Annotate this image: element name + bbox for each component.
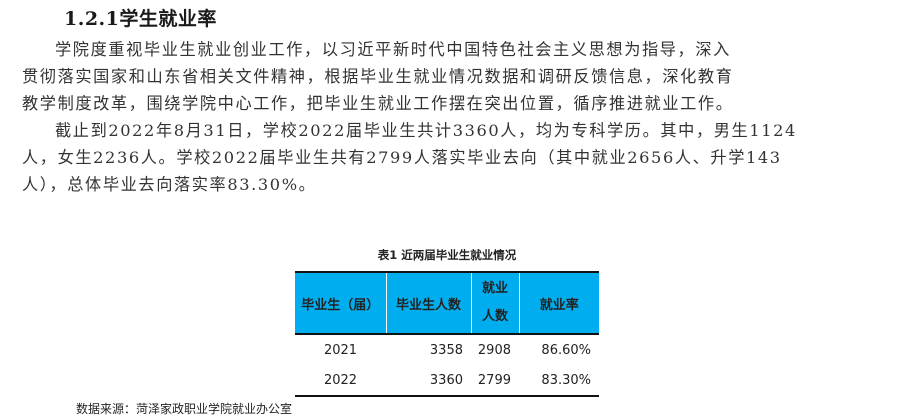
table-row: 2022 3360 2799 83.30%	[295, 365, 599, 397]
employment-table: 毕业生（届） 毕业生人数 就业 人数 就业率 2021 3358 2908 86…	[295, 271, 599, 397]
header-employed-line1: 就业	[481, 281, 508, 296]
table-header-row: 毕业生（届） 毕业生人数 就业 人数 就业率	[295, 271, 599, 335]
section-heading: 1.2.1学生就业率	[64, 8, 217, 30]
cell-employed: 2908	[477, 342, 511, 358]
cell-year: 2021	[323, 342, 358, 358]
paragraph-line: 教学制度改革，围绕学院中心工作，把毕业生就业工作摆在突出位置，循序推进就业工作。	[22, 94, 734, 113]
table-caption: 表1 近两届毕业生就业情况	[377, 248, 517, 262]
paragraph-line: 贯彻落实国家和山东省相关文件精神，根据毕业生就业情况数据和调研反馈信息，深化教育	[22, 67, 734, 86]
paragraph-employment-work: 学院度重视毕业生就业创业工作，以习近平新时代中国特色社会主义思想为指导，深入 贯…	[22, 36, 892, 117]
cell-employed: 2799	[471, 365, 519, 397]
header-graduates-year: 毕业生（届）	[295, 271, 386, 335]
cell-graduates: 3360	[386, 365, 471, 397]
paragraph-line: 人），总体毕业去向落实率83.30%。	[22, 175, 317, 194]
paragraph-line: 人，女生2236人。学校2022届毕业生共有2799人落实毕业去向（其中就业26…	[22, 148, 782, 167]
cell-rate: 83.30%	[519, 365, 599, 397]
table-row: 2021 3358 2908 86.60%	[295, 334, 599, 365]
header-graduate-count: 毕业生人数	[385, 271, 471, 335]
data-source-note: 数据来源：菏泽家政职业学院就业办公室	[76, 402, 293, 416]
cell-graduates: 3358	[429, 342, 463, 358]
cell-rate: 86.60%	[541, 342, 591, 358]
header-employment-rate: 就业率	[518, 271, 599, 335]
header-employed-count: 就业 人数	[470, 271, 519, 335]
header-employed-line2: 人数	[481, 309, 508, 324]
paragraph-line: 学院度重视毕业生就业创业工作，以习近平新时代中国特色社会主义思想为指导，深入	[55, 40, 731, 59]
cell-year: 2022	[295, 365, 386, 397]
paragraph-line: 截止到2022年8月31日，学校2022届毕业生共计3360人，均为专科学历。其…	[55, 121, 797, 140]
paragraph-statistics: 截止到2022年8月31日，学校2022届毕业生共计3360人，均为专科学历。其…	[22, 117, 892, 198]
